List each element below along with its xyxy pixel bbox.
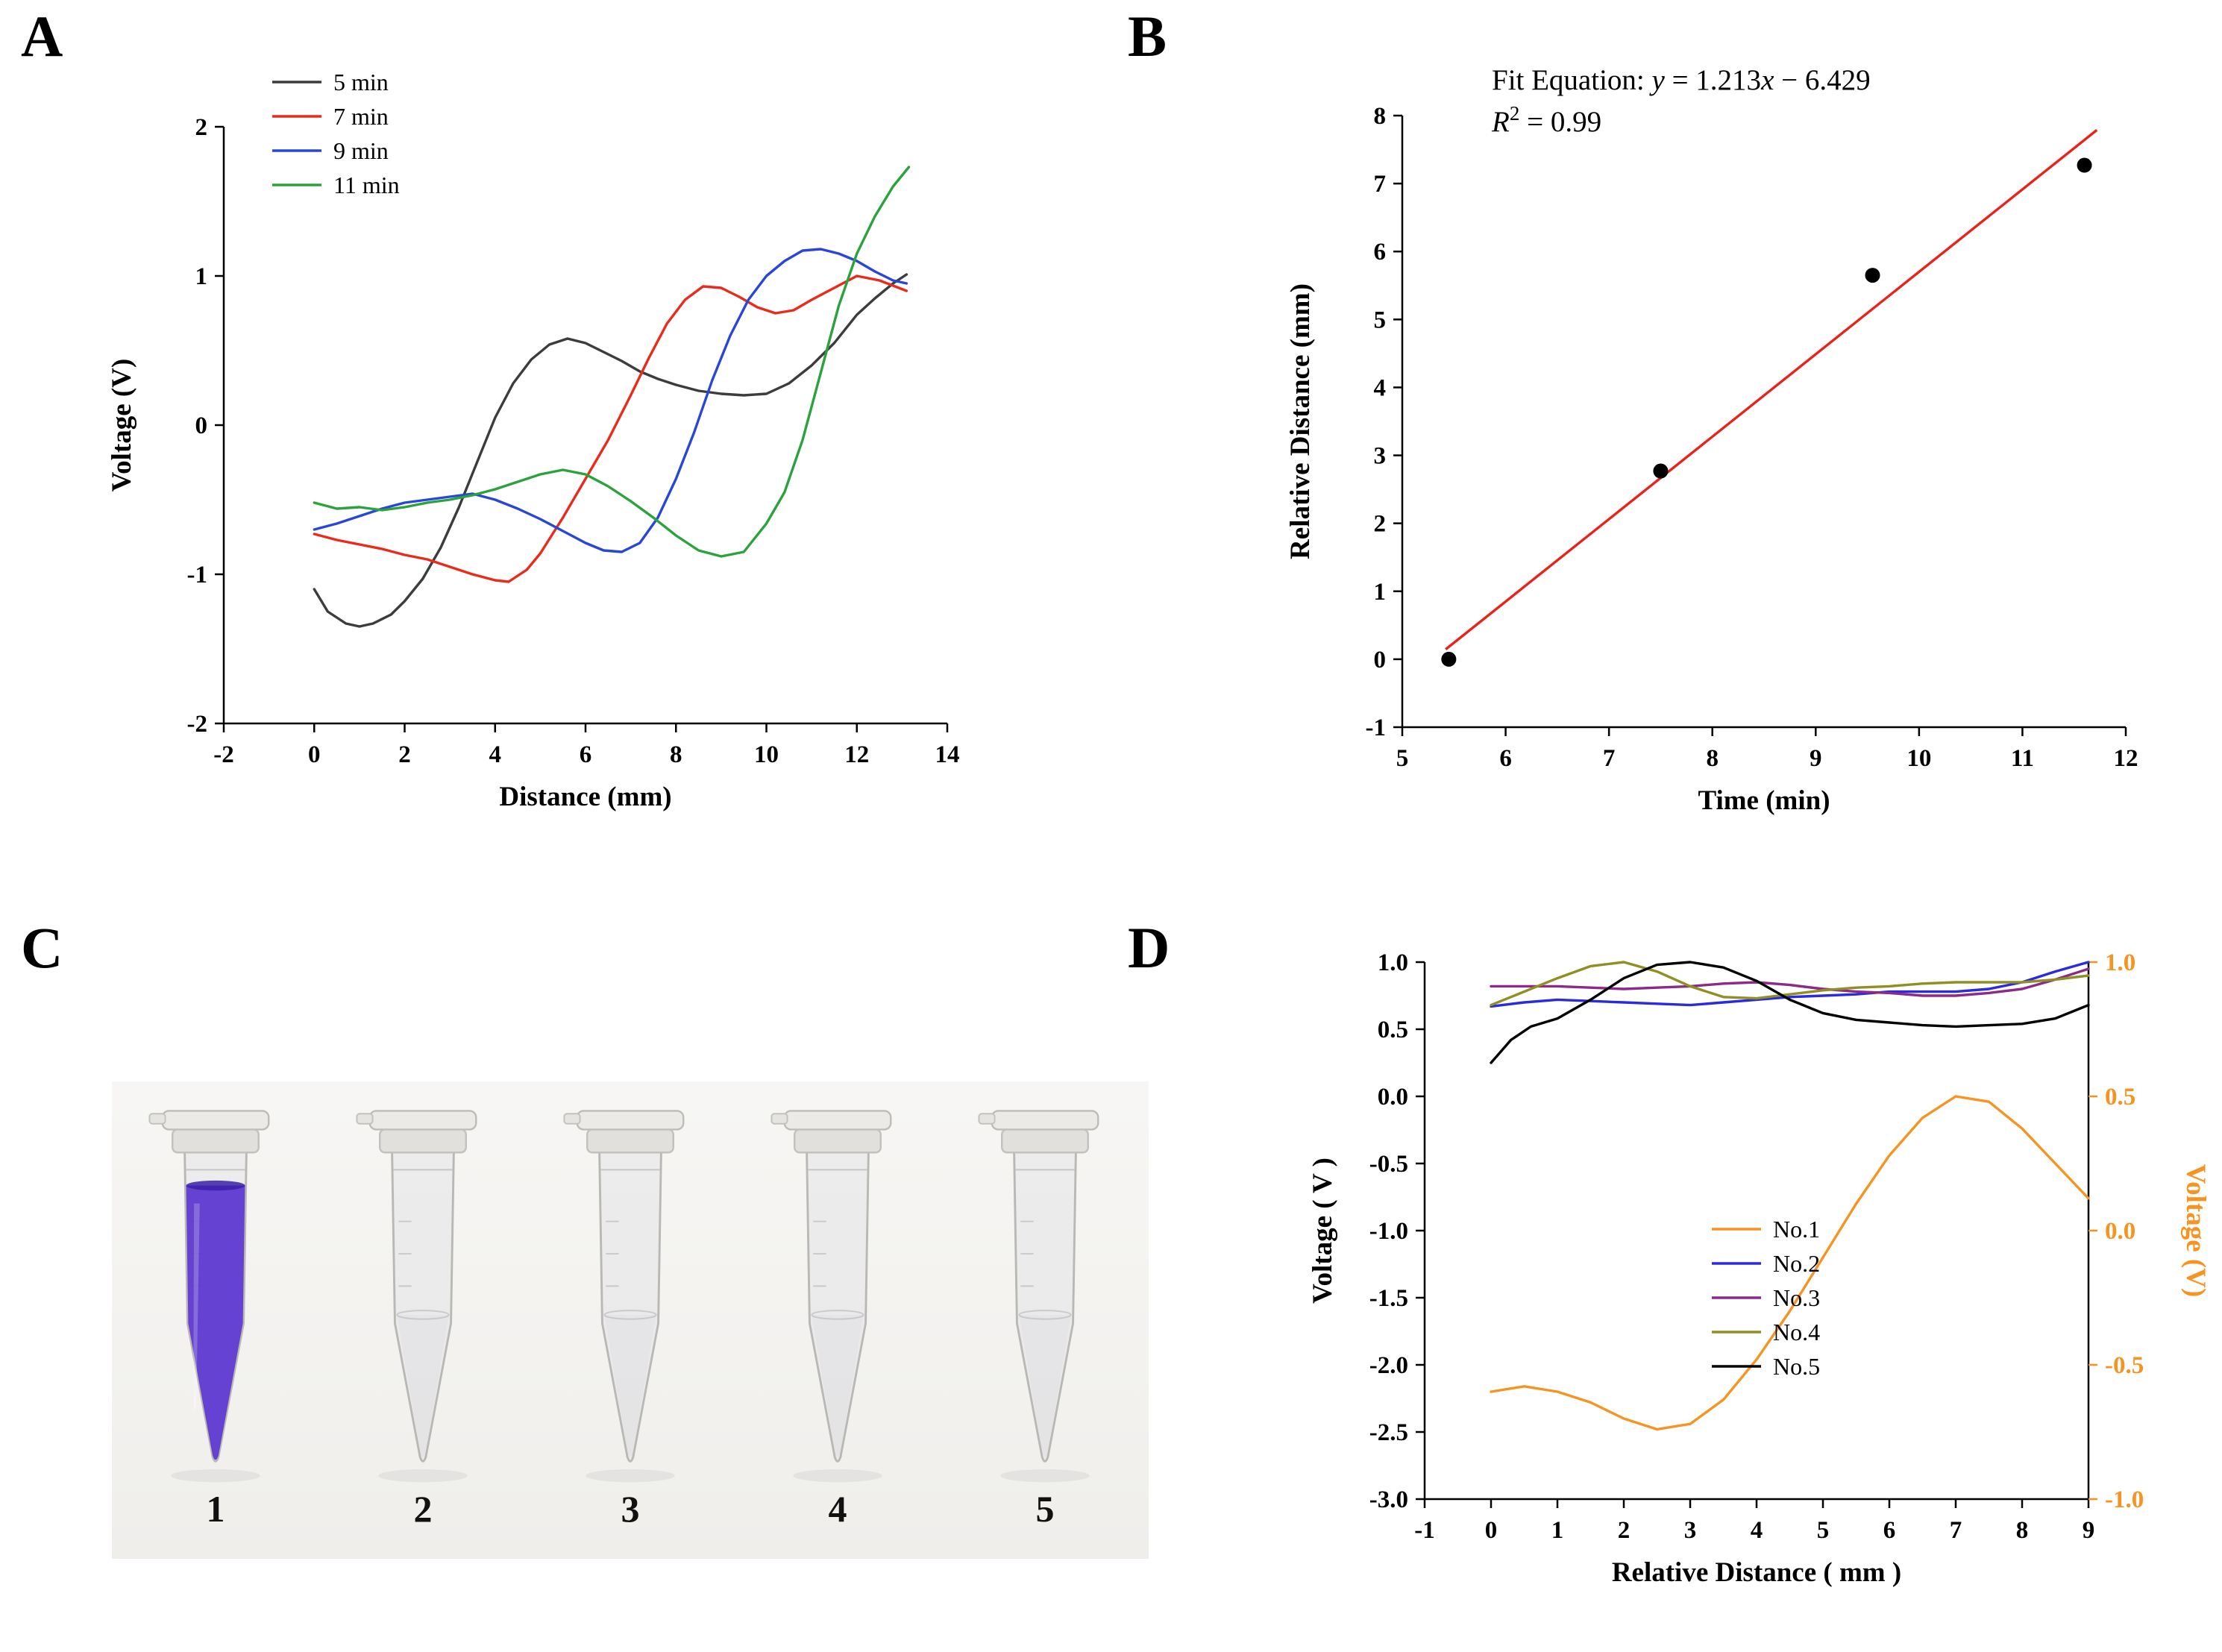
svg-text:8: 8 [1706, 745, 1719, 772]
svg-text:-2: -2 [187, 711, 208, 738]
svg-text:Distance (mm): Distance (mm) [499, 782, 671, 812]
svg-text:-1: -1 [187, 562, 208, 588]
svg-text:3: 3 [1374, 443, 1387, 470]
svg-text:2: 2 [195, 114, 208, 141]
svg-text:0: 0 [1485, 1517, 1498, 1544]
svg-text:-0.5: -0.5 [2105, 1352, 2144, 1379]
svg-text:14: 14 [935, 741, 960, 768]
panel-c-label: C [21, 915, 63, 980]
svg-text:1: 1 [195, 263, 208, 290]
panel-a-label: A [21, 4, 63, 69]
svg-text:No.2: No.2 [1773, 1250, 1820, 1277]
svg-text:9 min: 9 min [333, 137, 389, 164]
svg-text:Time (min): Time (min) [1698, 785, 1830, 816]
svg-text:-1.0: -1.0 [2105, 1486, 2144, 1513]
svg-text:6: 6 [580, 741, 592, 768]
tube-slot-1: 1 [126, 1099, 305, 1530]
panel-b-label: B [1128, 4, 1167, 69]
svg-text:-1.5: -1.5 [1369, 1285, 1408, 1312]
svg-text:8: 8 [670, 741, 682, 768]
tube-icon [148, 1110, 270, 1483]
svg-text:-1.0: -1.0 [1369, 1218, 1408, 1245]
svg-text:2: 2 [398, 741, 411, 768]
svg-text:4: 4 [489, 741, 502, 768]
svg-text:10: 10 [1906, 745, 1931, 772]
svg-text:0.0: 0.0 [1378, 1084, 1408, 1111]
svg-text:No.4: No.4 [1773, 1319, 1820, 1345]
svg-text:0.5: 0.5 [2105, 1084, 2135, 1111]
svg-text:-2.0: -2.0 [1369, 1352, 1408, 1379]
svg-text:-0.5: -0.5 [1369, 1151, 1408, 1178]
svg-text:6: 6 [1374, 239, 1387, 266]
svg-text:9: 9 [2083, 1517, 2095, 1544]
svg-text:-2.5: -2.5 [1369, 1419, 1408, 1446]
svg-text:-1: -1 [1414, 1517, 1435, 1544]
tube-label: 5 [1035, 1488, 1055, 1530]
svg-text:7: 7 [1603, 745, 1616, 772]
svg-text:1: 1 [1551, 1517, 1564, 1544]
svg-text:0: 0 [195, 412, 208, 439]
tube-label: 2 [413, 1488, 433, 1530]
svg-text:R2 = 0.99: R2 = 0.99 [1491, 102, 1601, 138]
svg-text:0: 0 [1374, 647, 1387, 673]
tube-icon [978, 1110, 1099, 1483]
svg-text:1: 1 [1374, 579, 1387, 606]
svg-text:5: 5 [1374, 307, 1387, 333]
svg-text:9: 9 [1810, 745, 1822, 772]
svg-text:3: 3 [1684, 1517, 1697, 1544]
svg-text:5 min: 5 min [333, 69, 389, 95]
svg-text:Fit Equation: y = 1.213x − 6.4: Fit Equation: y = 1.213x − 6.429 [1492, 64, 1871, 96]
tube-slot-3: 3 [541, 1099, 720, 1530]
tube-slot-2: 2 [333, 1099, 512, 1530]
panel-d-label: D [1128, 915, 1170, 980]
svg-text:0.0: 0.0 [2105, 1218, 2135, 1245]
svg-text:12: 12 [2114, 745, 2138, 772]
tube-icon [356, 1110, 477, 1483]
tube-icon [563, 1110, 685, 1483]
tube-slot-5: 5 [955, 1099, 1134, 1530]
svg-text:1.0: 1.0 [2105, 949, 2135, 976]
svg-text:11: 11 [2011, 745, 2034, 772]
svg-text:1.0: 1.0 [1378, 949, 1408, 976]
svg-text:11 min: 11 min [333, 172, 400, 198]
svg-text:Voltage ( V ): Voltage ( V ) [1308, 1158, 1338, 1304]
svg-text:12: 12 [844, 741, 869, 768]
svg-text:Relative Distance ( mm ): Relative Distance ( mm ) [1612, 1557, 1901, 1588]
svg-text:2: 2 [1374, 511, 1387, 538]
svg-text:5: 5 [1817, 1517, 1830, 1544]
svg-text:0.5: 0.5 [1378, 1017, 1408, 1043]
panel-c-photo: 1 2 3 4 5 [112, 1081, 1149, 1559]
tube-label: 1 [206, 1488, 225, 1530]
svg-text:2: 2 [1618, 1517, 1631, 1544]
svg-text:4: 4 [1374, 374, 1387, 401]
tube-label: 3 [621, 1488, 640, 1530]
svg-text:0: 0 [308, 741, 321, 768]
svg-text:7: 7 [1950, 1517, 1962, 1544]
svg-text:Relative Distance (mm): Relative Distance (mm) [1285, 283, 1316, 559]
svg-text:5: 5 [1396, 745, 1409, 772]
svg-text:7: 7 [1374, 171, 1387, 198]
svg-text:No.1: No.1 [1773, 1216, 1820, 1243]
panel-d-chart: -1 0 1 2 3 4 5 6 7 8 9 -3.0 -2.5 -2.0 -1.5 -1.0 -0.5 0.0 0… [1308, 949, 2211, 1588]
svg-text:6: 6 [1883, 1517, 1896, 1544]
svg-text:7 min: 7 min [333, 103, 389, 130]
svg-text:-1: -1 [1366, 714, 1387, 741]
svg-text:No.5: No.5 [1773, 1353, 1820, 1380]
tube-slot-4: 4 [748, 1099, 927, 1530]
svg-text:8: 8 [2016, 1517, 2029, 1544]
svg-text:-2: -2 [213, 741, 234, 768]
svg-text:No.3: No.3 [1773, 1284, 1820, 1311]
svg-text:4: 4 [1751, 1517, 1763, 1544]
svg-text:Voltage (V): Voltage (V) [2180, 1164, 2211, 1297]
tube-label: 4 [828, 1488, 847, 1530]
tube-icon [771, 1110, 892, 1483]
svg-text:6: 6 [1499, 745, 1512, 772]
svg-text:10: 10 [754, 741, 779, 768]
svg-text:-3.0: -3.0 [1369, 1486, 1408, 1513]
svg-text:Voltage (V): Voltage (V) [107, 359, 137, 491]
svg-text:8: 8 [1374, 103, 1387, 130]
